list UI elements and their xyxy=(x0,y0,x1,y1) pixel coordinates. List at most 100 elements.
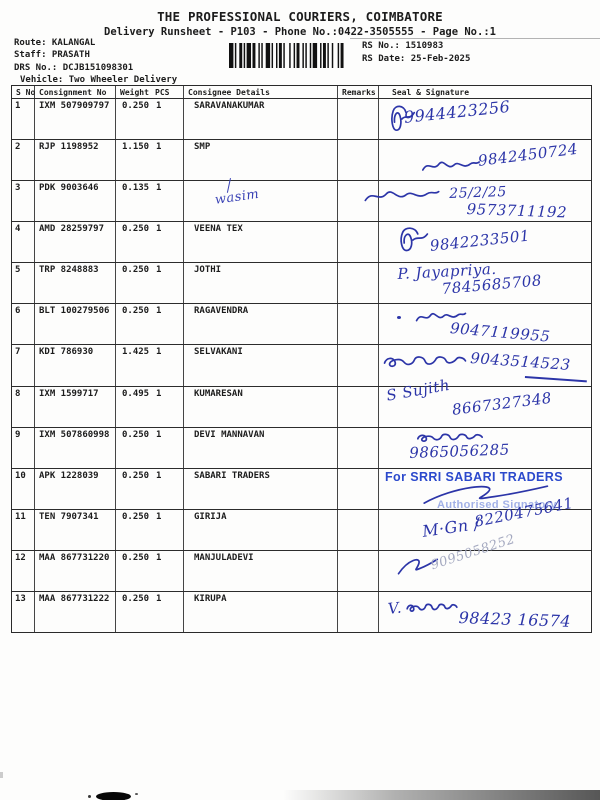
cell-col-consignment: IXM 1599717 xyxy=(35,386,116,427)
runsheet-table: S No Consignment No Weight PCS Consignee Det… xyxy=(11,85,592,633)
cell-col-consignee: wasim xyxy=(184,178,338,222)
cell-col-consignment: TEN 7907341 xyxy=(35,509,116,550)
cell-col-consignee: SARAVANAKUMAR xyxy=(184,99,338,140)
signature-scribble xyxy=(421,156,481,176)
cell-col-remarks xyxy=(338,263,379,304)
cell-col-remarks xyxy=(338,345,379,386)
cell-col-weight: 0.250 xyxy=(122,224,150,235)
cell-col-consignee: JOTHI xyxy=(184,263,338,304)
cell-col-remarks xyxy=(338,550,379,591)
signature-text: 9573711192 xyxy=(466,200,568,222)
table-row: 4 AMD 28259797 0.250 1 VEENA TEX 9842233501 xyxy=(12,222,591,264)
document-title: THE PROFESSIONAL COURIERS, COIMBATORE xyxy=(157,9,443,24)
cell-seal-signature: V. 98423 16574 xyxy=(379,592,591,632)
cell-col-remarks xyxy=(338,140,379,181)
cell-col-sno: 5 xyxy=(12,263,35,304)
cell-col-weight: 1.150 xyxy=(122,142,150,153)
cell-col-remarks xyxy=(338,304,379,345)
cell-col-pcs: 1 xyxy=(151,550,184,591)
signature-text: 9043514523 xyxy=(469,349,572,375)
scan-shadow-artifact xyxy=(283,790,600,800)
rs-info-block: RS No.: 1510983 RS Date: 25-Feb-2025 xyxy=(362,40,470,65)
signature-text: 9047119955 xyxy=(449,319,552,347)
cell-seal-signature: 9095058252 xyxy=(379,532,591,591)
cell-col-pcs: 1 xyxy=(151,181,184,222)
cell-col-sno: 1 xyxy=(12,99,35,140)
document-subtitle: Delivery Runsheet - P103 - Phone No.:042… xyxy=(104,26,496,38)
cell-col-weight: 0.250 xyxy=(122,101,150,111)
route-line: Route: KALANGAL xyxy=(14,38,96,48)
drs-no-line: DRS No.: DCJB151098301 xyxy=(14,62,134,73)
cell-col-consignee: KIRUPA xyxy=(184,591,338,633)
cell-col-consignment: BLT 100279506 xyxy=(35,304,116,345)
table-row: 11 TEN 7907341 0.250 1 GIRIJA M·Gn /822047564… xyxy=(12,494,591,551)
cell-col-consignment: IXM 507860998 xyxy=(35,427,116,468)
header-col-consignment: Consignment No xyxy=(35,86,116,98)
cell-col-sno: 2 xyxy=(12,140,35,181)
cell-col-weight: 0.250 xyxy=(122,429,150,440)
cell-col-weight: 1.425 xyxy=(122,347,150,358)
signature-text: M·Gn / xyxy=(421,513,482,541)
header-col-sno: S No xyxy=(12,86,35,98)
vehicle-line: Vehicle: Two Wheeler Delivery xyxy=(20,75,178,86)
cell-col-consignment: KDI 786930 xyxy=(35,345,116,386)
signature-scribble xyxy=(381,351,469,373)
stamp-authorised-text: Authorised Signatory xyxy=(437,498,557,511)
scan-speck-artifact xyxy=(88,795,91,798)
cell-col-weight: 0.250 xyxy=(122,552,150,563)
cell-col-weight: 0.250 xyxy=(122,265,150,276)
cell-col-consignee: KUMARESAN xyxy=(184,386,338,427)
table-row: 6 BLT 100279506 0.250 1 RAGAVENDRA 9047119955 xyxy=(12,304,591,347)
cell-col-pcs: 1 xyxy=(151,222,184,263)
cell-col-pcs: 1 xyxy=(151,345,184,386)
cell-col-consignment: AMD 28259797 xyxy=(35,222,116,263)
cell-col-sno: 10 xyxy=(12,468,35,509)
barcode-icon xyxy=(229,43,344,68)
cell-col-weight: 0.250 xyxy=(122,593,150,604)
signature-text: 9944423256 xyxy=(403,96,512,127)
table-row: 7 KDI 786930 1.425 1 SELVAKANI 9043514523 xyxy=(12,345,591,387)
cell-col-weight: 0.250 xyxy=(122,306,150,317)
signature-text: 8667327348 xyxy=(451,388,553,419)
cell-col-pcs: 1 xyxy=(151,99,184,140)
cell-col-pcs: 1 xyxy=(151,468,184,509)
cell-col-consignment: APK 1228039 xyxy=(35,468,116,509)
signature-dot xyxy=(397,316,401,320)
header-col-consignee: Consignee Details xyxy=(184,86,338,98)
cell-seal-signature: 9842450724 xyxy=(379,140,591,180)
signature-text: 98423 16574 xyxy=(458,607,572,631)
table-row: 1 IXM 507909797 0.250 1 SARAVANAKUMAR 9944423… xyxy=(12,96,591,141)
rs-no: RS No.: 1510983 xyxy=(362,41,444,51)
cell-col-remarks xyxy=(338,427,379,468)
cell-col-remarks xyxy=(338,509,379,550)
cell-seal-signature: 9047119955 xyxy=(379,304,591,347)
signature-scribble xyxy=(405,600,459,616)
signature-text: 9842233501 xyxy=(429,226,531,256)
cell-col-consignment: MAA 867731220 xyxy=(35,550,116,591)
cell-col-pcs: 1 xyxy=(151,509,184,550)
signature-underline xyxy=(524,376,587,383)
cell-seal-signature: 9043514523 xyxy=(379,345,591,385)
cell-col-consignment: RJP 1198952 xyxy=(35,140,116,181)
rs-date: RS Date: 25-Feb-2025 xyxy=(362,53,471,64)
cell-col-consignee: SMP xyxy=(184,140,338,181)
cell-seal-signature: S Sujith 8667327348 xyxy=(379,375,591,427)
signature-scribble xyxy=(385,103,419,135)
cell-col-sno: 12 xyxy=(12,550,35,591)
cell-col-remarks xyxy=(338,99,379,140)
cell-col-consignee: MANJULADEVI xyxy=(184,550,338,591)
cell-col-remarks xyxy=(338,222,379,263)
signature-scribble xyxy=(395,555,439,577)
cell-col-weight: 0.250 xyxy=(122,470,150,481)
scan-blot-artifact xyxy=(96,792,131,800)
cell-col-sno: 3 xyxy=(12,181,35,222)
route-info-block: Route: KALANGAL Staff: PRASATH DRS No.: … xyxy=(14,37,177,87)
table-row: 3 PDK 9003646 0.135 1 wasim 25/2/25 9573711192 xyxy=(12,178,591,223)
cell-seal-signature: P. Jayapriya. 7845685708 xyxy=(379,260,591,303)
cell-col-consignee: RAGAVENDRA xyxy=(184,304,338,345)
scan-line-artifact xyxy=(350,38,600,39)
cell-col-pcs: 1 xyxy=(151,591,184,633)
signature-scribble xyxy=(363,185,441,207)
table-header-row: S No Consignment No Weight PCS Consignee Det… xyxy=(12,86,591,99)
